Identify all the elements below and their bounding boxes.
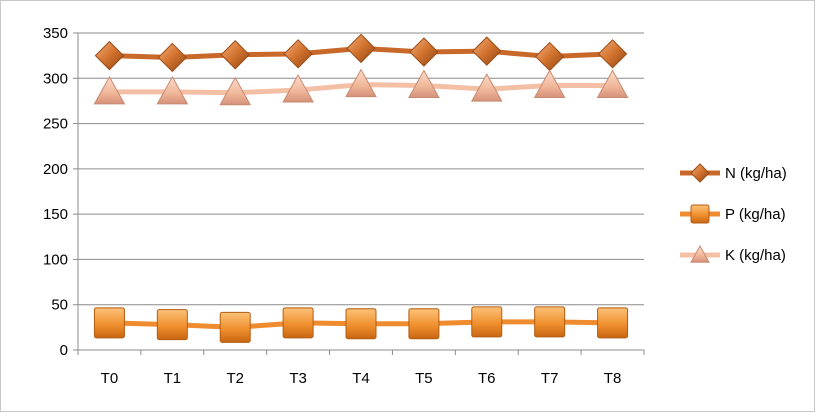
legend-swatch-marker: [690, 244, 710, 263]
data-point: [220, 40, 250, 70]
x-tick-label: T6: [478, 370, 496, 387]
y-tick-label: 350: [43, 25, 68, 42]
x-tick-label: T0: [101, 370, 119, 387]
data-point: [157, 42, 188, 73]
data-point: [471, 306, 503, 338]
data-point: [408, 308, 440, 340]
data-point: [597, 39, 628, 69]
data-point: [156, 75, 189, 105]
y-tick-label: 150: [43, 206, 68, 223]
data-point: [346, 33, 376, 64]
x-tick-label: T1: [164, 370, 182, 387]
y-tick-label: 300: [43, 70, 68, 87]
x-tick-label: T4: [352, 370, 370, 387]
legend-entry: K (kg/ha): [680, 244, 786, 264]
y-tick-label: 0: [60, 342, 68, 359]
legend-label: N (kg/ha): [725, 165, 787, 182]
data-point: [345, 308, 377, 340]
data-point: [409, 37, 439, 67]
series-0: [94, 33, 628, 73]
y-tick-label: 100: [43, 251, 68, 268]
legend-swatch-marker: [690, 163, 710, 183]
data-point: [156, 309, 188, 341]
data-point: [93, 307, 125, 339]
y-tick-label: 200: [43, 161, 68, 178]
data-point: [283, 39, 313, 69]
series-1: [93, 306, 629, 343]
x-tick-label: T2: [226, 370, 244, 387]
legend-label: P (kg/ha): [725, 206, 786, 223]
data-point: [534, 41, 565, 72]
x-tick-label: T5: [415, 370, 433, 387]
data-point: [534, 306, 566, 338]
legend-entry: P (kg/ha): [680, 204, 786, 224]
data-point: [597, 307, 629, 339]
data-point: [94, 40, 125, 71]
y-tick-label: 50: [51, 297, 68, 314]
data-point: [282, 74, 314, 103]
x-tick-label: T7: [541, 370, 559, 387]
legend-entry: N (kg/ha): [680, 163, 787, 183]
data-point: [93, 75, 126, 105]
x-tick-label: T3: [289, 370, 307, 387]
data-point: [219, 76, 252, 106]
data-point: [533, 69, 566, 99]
data-point: [596, 69, 629, 99]
data-point: [282, 307, 314, 339]
data-point: [219, 311, 251, 343]
data-point: [345, 68, 377, 98]
legend-swatch-marker: [690, 204, 710, 224]
data-point: [470, 73, 503, 102]
data-point: [408, 69, 440, 99]
data-point: [472, 36, 502, 66]
x-tick-label: T8: [604, 370, 622, 387]
series-2: [93, 68, 629, 106]
legend-label: K (kg/ha): [725, 247, 786, 264]
y-tick-label: 250: [43, 116, 68, 133]
